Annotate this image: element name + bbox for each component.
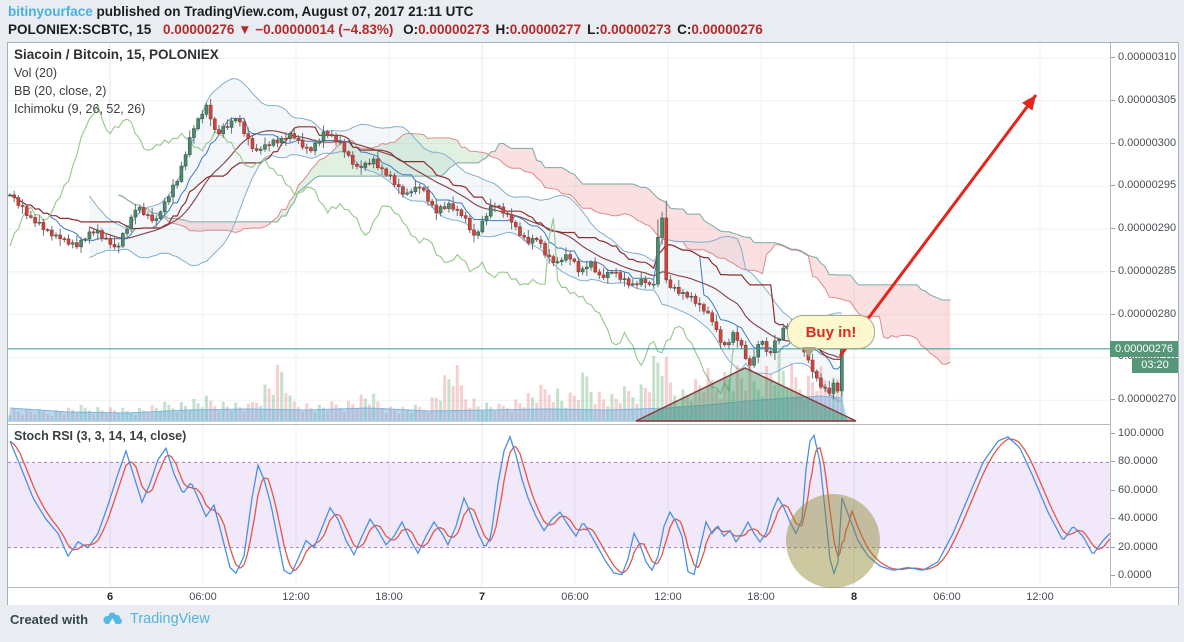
pane-separator[interactable] xyxy=(8,424,1110,425)
footer: Created with TradingView xyxy=(10,611,210,627)
publish-text: published on TradingView.com, August 07,… xyxy=(92,4,474,19)
ohlc-value: 0.00000273 xyxy=(599,22,672,37)
ohlc-label: C: xyxy=(677,22,692,37)
time-axis-label: 12:00 xyxy=(1026,591,1054,603)
ohlc-label: O: xyxy=(403,22,419,37)
axis-tick xyxy=(1111,228,1115,230)
down-triangle-icon: ▼ xyxy=(238,22,252,37)
time-axis-day-label: 7 xyxy=(478,591,486,603)
price-axis[interactable]: 0.00000310 0.00000305 0.00000300 0.00000295… xyxy=(1110,43,1178,586)
axis-tick xyxy=(1111,489,1115,491)
price-axis-label: 0.00000295 xyxy=(1118,179,1177,192)
created-with-text: Created with xyxy=(10,611,89,627)
tradingview-logo-icon xyxy=(103,612,122,624)
time-axis-label: 18:00 xyxy=(747,591,775,603)
price-axis-label: 0.00000290 xyxy=(1118,222,1177,235)
ohlc-values: O:0.00000273 H:0.00000277 L:0.00000273 C:0.… xyxy=(397,22,763,37)
symbol-line: POLONIEX:SCBTC, 15 0.00000276 ▼ −0.00000… xyxy=(8,21,1178,38)
time-axis-label: 18:00 xyxy=(375,591,403,603)
stoch-axis-label: 0.0000 xyxy=(1118,569,1152,581)
price-axis-label: 0.00000310 xyxy=(1118,51,1177,63)
tradingview-link[interactable]: TradingView xyxy=(130,611,210,627)
time-axis-day-label: 6 xyxy=(106,591,114,603)
price-change: −0.00000014 (−4.83%) xyxy=(255,22,394,37)
ohlc-label: H: xyxy=(495,22,510,37)
author-link[interactable]: bitinyourface xyxy=(8,4,93,19)
axis-tick xyxy=(1111,57,1115,58)
axis-tick xyxy=(1111,356,1115,358)
price-axis-label: 0.00000300 xyxy=(1118,136,1177,149)
price-axis-label: 0.00000305 xyxy=(1118,93,1177,106)
stoch-axis-label: 20.0000 xyxy=(1118,540,1158,553)
time-axis[interactable]: 6 06:00 12:00 18:00 7 06:00 12:00 18:00 8 06:00 12… xyxy=(8,587,1178,605)
axis-tick xyxy=(1111,99,1115,101)
time-axis-label: 12:00 xyxy=(282,591,310,603)
legend-ichimoku[interactable]: Ichimoku (9, 26, 52, 26) xyxy=(14,102,146,116)
bar-countdown: 03:20 xyxy=(1132,357,1178,373)
axis-tick xyxy=(1111,142,1115,144)
header: bitinyourface published on TradingView.c… xyxy=(8,3,1178,38)
ohlc-label: L: xyxy=(587,22,600,37)
time-axis-day-label: 8 xyxy=(850,591,858,603)
stoch-axis-label: 100.0000 xyxy=(1118,427,1164,439)
last-price-badge: 0.00000276 xyxy=(1110,340,1178,357)
stoch-axis-label: 80.0000 xyxy=(1118,455,1158,468)
ohlc-value: 0.00000277 xyxy=(509,22,582,37)
axis-tick xyxy=(1111,313,1115,315)
axis-tick xyxy=(1111,518,1115,520)
legend-bollinger[interactable]: BB (20, close, 2) xyxy=(14,84,107,98)
axis-tick xyxy=(1111,399,1115,401)
axis-tick xyxy=(1111,575,1115,576)
axis-tick xyxy=(1111,546,1115,548)
legend-symbol-title[interactable]: Siacoin / Bitcoin, 15, POLONIEX xyxy=(14,47,219,62)
stoch-axis-label: 40.0000 xyxy=(1118,512,1158,525)
price-axis-label: 0.00000285 xyxy=(1118,264,1177,277)
price-axis-label: 0.00000270 xyxy=(1118,393,1177,406)
stoch-axis-label: 60.0000 xyxy=(1118,483,1158,496)
chart-widget: Siacoin / Bitcoin, 15, POLONIEX Vol (20)… xyxy=(7,42,1179,605)
buy-in-callout: Buy in! xyxy=(787,315,875,357)
legend-stoch-rsi[interactable]: Stoch RSI (3, 3, 14, 14, close) xyxy=(14,429,187,443)
axis-tick xyxy=(1111,433,1115,434)
last-price: 0.00000276 xyxy=(163,22,235,37)
legend-volume[interactable]: Vol (20) xyxy=(14,66,58,80)
time-axis-label: 06:00 xyxy=(933,591,961,603)
main-legend: Siacoin / Bitcoin, 15, POLONIEX Vol (20)… xyxy=(14,46,219,118)
time-axis-label: 06:00 xyxy=(561,591,589,603)
axis-tick xyxy=(1111,270,1115,272)
axis-tick xyxy=(1111,461,1115,463)
publish-line: bitinyourface published on TradingView.c… xyxy=(8,3,1178,20)
stoch-rsi-pane[interactable] xyxy=(8,425,1110,586)
ohlc-value: 0.00000276 xyxy=(691,22,763,37)
axis-tick xyxy=(1111,185,1115,187)
callout-tail xyxy=(802,347,816,357)
price-axis-label: 0.00000280 xyxy=(1118,307,1177,320)
time-axis-label: 06:00 xyxy=(189,591,217,603)
buy-in-text: Buy in! xyxy=(805,323,857,341)
symbol-name: POLONIEX:SCBTC, 15 xyxy=(8,22,152,37)
ohlc-value: 0.00000273 xyxy=(418,22,490,37)
time-axis-label: 12:00 xyxy=(654,591,682,603)
